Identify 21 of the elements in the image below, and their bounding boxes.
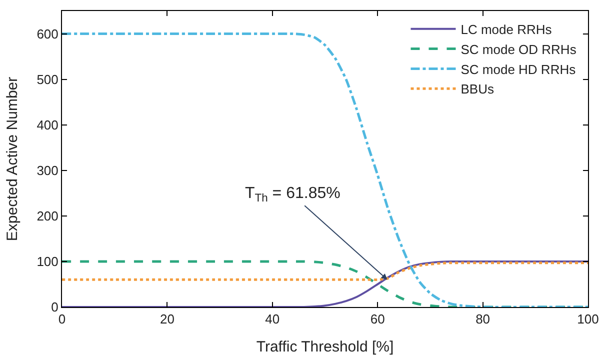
y-tick-label: 200 bbox=[36, 208, 58, 224]
x-tick-label: 60 bbox=[370, 312, 385, 327]
x-tick-label: 100 bbox=[577, 312, 599, 327]
x-tick-label: 80 bbox=[476, 312, 490, 327]
legend-label: LC mode RRHs bbox=[460, 22, 552, 37]
legend-label: SC mode OD RRHs bbox=[460, 42, 577, 57]
legend-label: SC mode HD RRHs bbox=[460, 62, 576, 77]
y-tick-label: 500 bbox=[36, 72, 58, 87]
y-tick-label: 0 bbox=[51, 300, 58, 315]
y-axis-title: Expected Active Number bbox=[4, 76, 21, 242]
line-series bbox=[62, 260, 588, 307]
x-tick-label: 20 bbox=[160, 312, 174, 327]
y-tick-label: 600 bbox=[36, 26, 58, 42]
x-tick-label: 40 bbox=[265, 312, 280, 327]
legend-label: BBUs bbox=[460, 82, 494, 97]
line-series bbox=[62, 262, 588, 281]
y-tick-label: 100 bbox=[36, 254, 58, 270]
annotation: T$_{Th}$ = 61.85% bbox=[245, 185, 340, 204]
y-tick-label: 300 bbox=[36, 162, 58, 178]
y-tick-label: 400 bbox=[36, 117, 58, 132]
x-axis-title: Traffic Threshold [%] bbox=[256, 338, 394, 356]
